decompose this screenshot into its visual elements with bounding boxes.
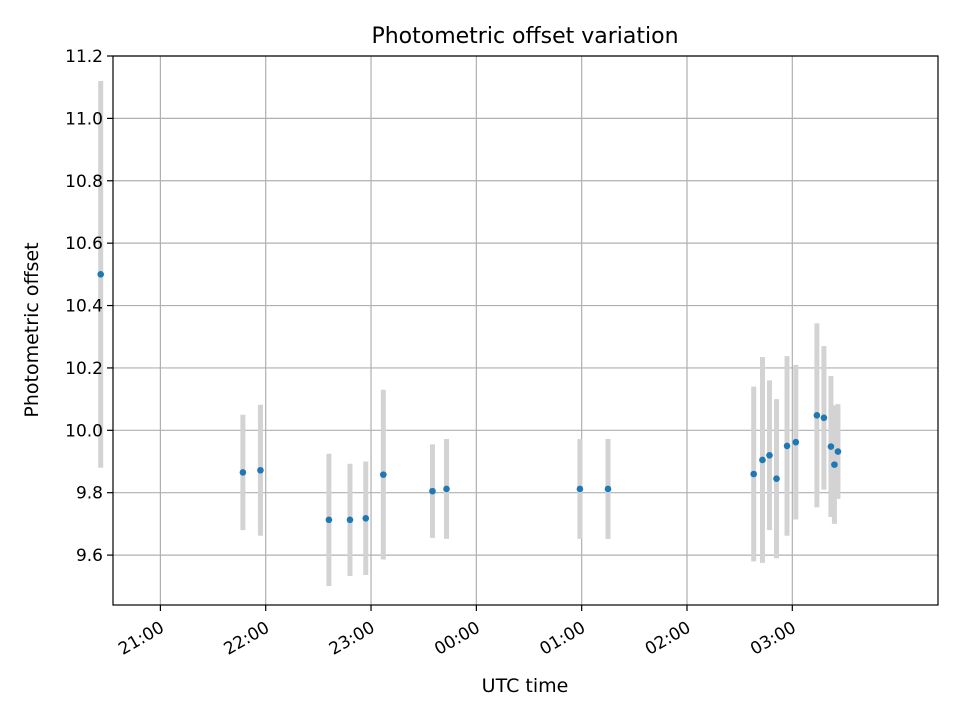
data-point [834, 448, 842, 455]
x-axis-label: UTC time [482, 675, 569, 697]
plot-area [113, 56, 938, 605]
y-tick-label: 10.4 [65, 297, 103, 317]
data-point [773, 475, 780, 482]
data-point [380, 471, 387, 478]
data-points [97, 271, 842, 524]
data-point [766, 451, 773, 459]
y-axis-label: Photometric offset [21, 242, 43, 417]
y-tick-label: 9.6 [76, 546, 103, 566]
data-point [257, 466, 264, 474]
data-point [429, 487, 436, 495]
y-axis: 9.6 9.8 10.0 10.2 10.4 10.6 10.8 11.0 11.2 [65, 47, 113, 566]
y-tick-label: 11.0 [65, 109, 103, 129]
y-tick-label: 10.2 [65, 359, 103, 379]
data-point [813, 412, 821, 419]
data-point [97, 271, 105, 278]
y-tick-label: 9.8 [76, 484, 103, 504]
data-point [576, 485, 584, 493]
data-point [827, 443, 835, 450]
chart-title: Photometric offset variation [371, 24, 678, 49]
grid [113, 55, 938, 605]
data-point [325, 516, 333, 524]
data-point [792, 438, 800, 446]
y-tick-label: 10.0 [65, 421, 103, 441]
data-point [346, 516, 354, 524]
data-point [820, 414, 828, 422]
data-point [750, 470, 757, 478]
y-tick-label: 10.8 [65, 172, 103, 192]
plot-frame [112, 55, 939, 606]
data-point [443, 485, 450, 493]
data-point [783, 442, 791, 450]
data-point [604, 485, 612, 493]
y-tick-label: 10.6 [65, 234, 103, 254]
y-tick-label: 11.2 [65, 47, 103, 67]
data-point [831, 461, 838, 468]
data-point [239, 469, 247, 476]
data-point [759, 456, 766, 464]
data-point [362, 514, 370, 522]
